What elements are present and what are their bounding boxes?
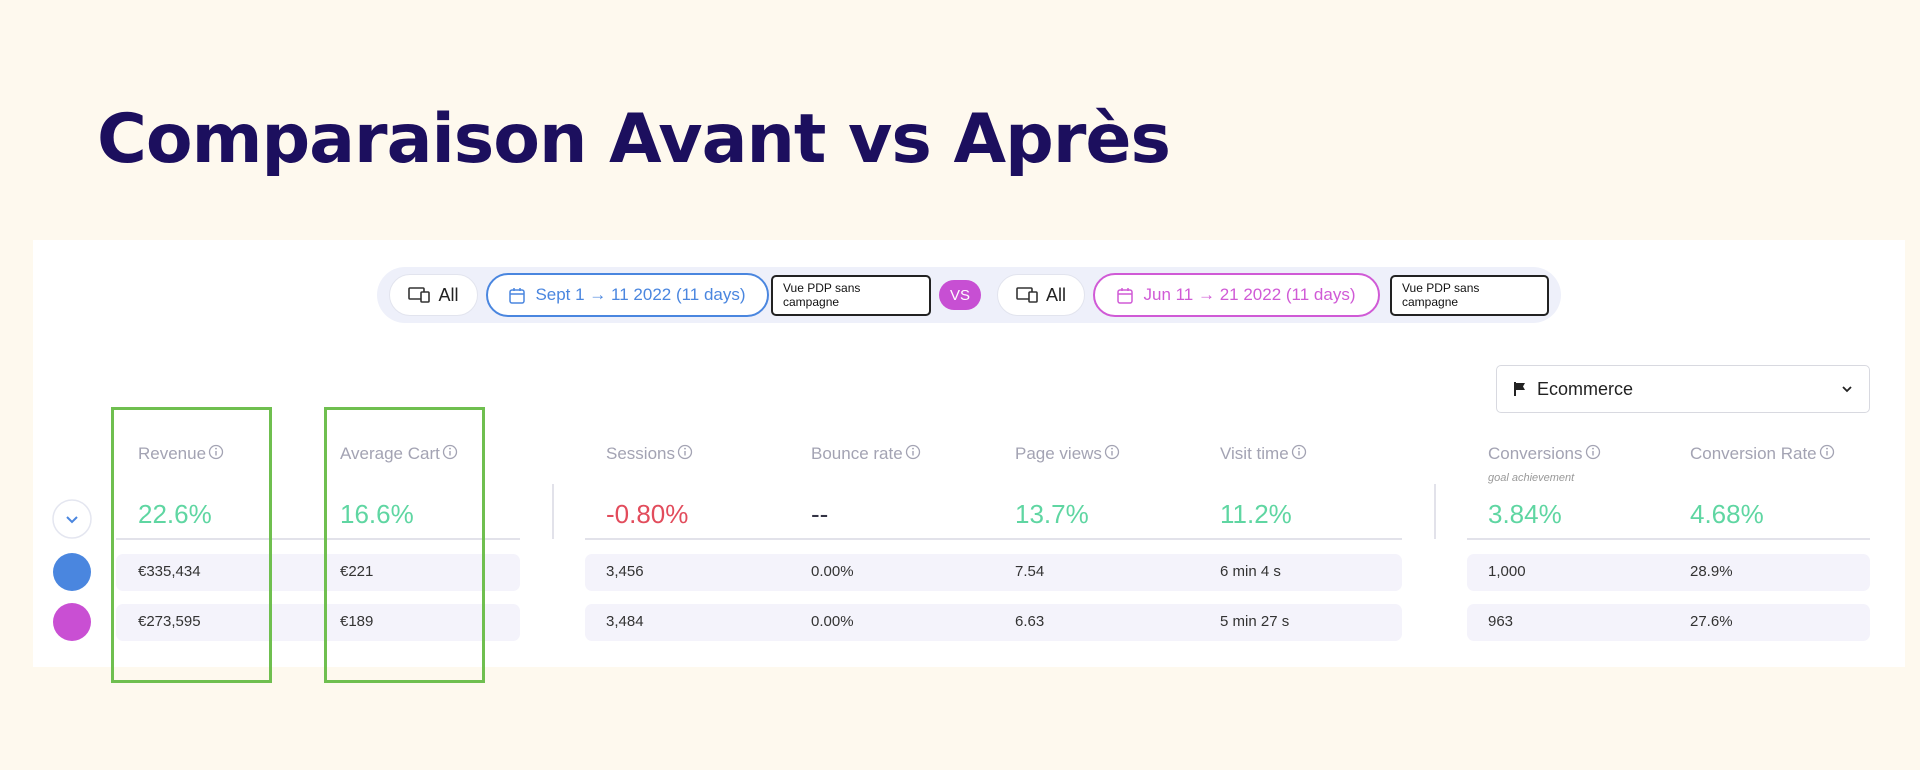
segment-b[interactable]: Vue PDP sans campagne [1390, 275, 1549, 316]
calendar-icon [509, 287, 526, 304]
metric-change: 22.6% [138, 499, 212, 529]
metric-value-a: €221 [340, 563, 374, 580]
metric-sublabel: goal achievement [1488, 472, 1575, 484]
metric-change: 3.84% [1488, 499, 1562, 529]
highlight-box [111, 407, 272, 683]
row-band [116, 554, 520, 591]
metric-value-b: €273,595 [138, 613, 201, 630]
device-label: All [438, 284, 459, 305]
info-icon [677, 444, 693, 460]
info-icon [1291, 444, 1306, 460]
metric-header: Sessions [606, 444, 693, 464]
metric-header: Average Cart [340, 444, 458, 464]
metric-value-b: 5 min 27 s [1220, 613, 1290, 630]
calendar-icon [1117, 287, 1134, 304]
metric-value-a: 1,000 [1488, 563, 1526, 580]
metric-label: Conversions [1488, 444, 1583, 463]
info-icon [208, 444, 224, 460]
date-range-b[interactable]: Jun 11 → 21 2022 (11 days) [1093, 273, 1380, 317]
metric-value-a: €335,434 [138, 563, 201, 580]
metric-value-b: 0.00% [811, 613, 854, 630]
metric-label: Revenue [138, 444, 207, 463]
metric-header: Conversion Rate [1690, 444, 1835, 464]
row-band [1467, 554, 1870, 591]
metric-header: Page views [1015, 444, 1120, 464]
metric-change: -0.80% [606, 499, 689, 529]
metric-change: 13.7% [1015, 499, 1089, 529]
metric-value-a: 3,456 [606, 563, 644, 580]
metric-value-a: 6 min 4 s [1220, 563, 1281, 580]
metric-value-b: 27.6% [1690, 613, 1733, 630]
period-b-dot [53, 603, 91, 641]
device-button[interactable]: All [389, 274, 478, 316]
date-range-a[interactable]: Sept 1 → 11 2022 (11 days) [486, 273, 769, 317]
metric-value-b: €189 [340, 613, 374, 630]
row-band [585, 604, 1402, 641]
info-icon [1819, 444, 1834, 460]
device-button[interactable]: All [997, 274, 1085, 316]
metric-change: 11.2% [1220, 499, 1292, 529]
metric-value-a: 28.9% [1690, 563, 1733, 580]
vs-badge: VS [939, 280, 981, 310]
metric-header: Conversions [1488, 444, 1601, 464]
info-icon [1585, 444, 1600, 460]
metric-label: Conversion Rate [1690, 444, 1817, 463]
filter-dropdown[interactable]: Ecommerce [1496, 365, 1870, 413]
metric-change: 4.68% [1690, 499, 1764, 529]
chevron-icon [66, 516, 78, 524]
device-label: All [1045, 284, 1066, 305]
device-icon [1016, 287, 1038, 303]
metric-change: -- [811, 499, 829, 529]
highlight-box [324, 407, 485, 683]
metric-value-b: 963 [1488, 613, 1514, 630]
flag-icon [1514, 382, 1525, 396]
metric-label: Average Cart [340, 444, 440, 463]
segment-a[interactable]: Vue PDP sans campagne [771, 275, 931, 316]
metric-label: Sessions [606, 444, 675, 463]
metric-label: Page views [1015, 444, 1102, 463]
metric-value-a: 0.00% [811, 563, 854, 580]
metric-label: Visit time [1220, 444, 1289, 463]
period-a-dot [53, 553, 91, 591]
info-icon [905, 444, 920, 460]
metric-label: Bounce rate [811, 444, 903, 463]
row-band [585, 554, 1402, 591]
row-band [116, 604, 520, 641]
metric-header: Visit time [1220, 444, 1307, 464]
expand-button[interactable] [52, 499, 92, 539]
device-icon [408, 287, 431, 303]
chevron-icon [1842, 386, 1852, 393]
metric-value-b: 6.63 [1015, 613, 1045, 630]
info-icon [1104, 444, 1120, 460]
metric-change: 16.6% [340, 499, 414, 529]
metric-header: Revenue [138, 444, 224, 464]
metric-value-b: 3,484 [606, 613, 644, 630]
metric-value-a: 7.54 [1015, 563, 1045, 580]
row-band [1467, 604, 1870, 641]
date-label: Jun 11 → 21 2022 (11 days) [1143, 285, 1356, 304]
metric-header: Bounce rate [811, 444, 921, 464]
info-icon [442, 444, 458, 460]
title: Comparaison Avant vs Après [97, 100, 1171, 179]
date-label: Sept 1 → 11 2022 (11 days) [535, 285, 746, 304]
filter-label: Ecommerce [1537, 378, 1634, 399]
